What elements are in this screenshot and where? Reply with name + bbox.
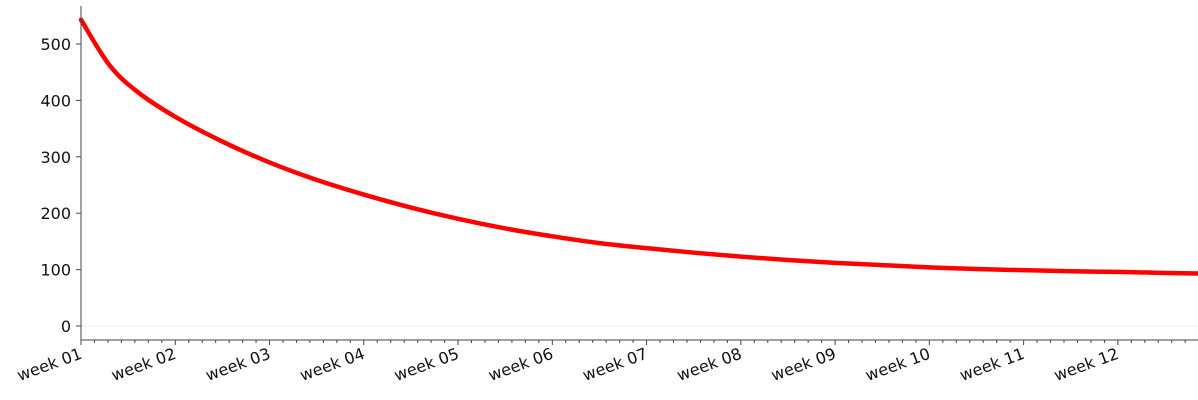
- x-tick-label: week 05: [392, 344, 462, 385]
- series-line: [78, 17, 1198, 276]
- x-tick-label: week 02: [109, 344, 179, 385]
- x-tick-label: week 11: [957, 344, 1027, 385]
- x-tick-label: week 01: [14, 344, 84, 385]
- x-tick-label: week 09: [769, 344, 839, 385]
- x-ticks-layer: week 01 week 02 week 03 week 04 week 05 week …: [14, 340, 1186, 385]
- x-tick-label: week 06: [486, 344, 556, 385]
- y-tick-label: 300: [40, 148, 71, 167]
- y-tick-label: 0: [61, 317, 71, 336]
- series-layer: [78, 17, 1198, 276]
- x-tick-label: week 08: [674, 344, 744, 385]
- y-tick-label: 400: [40, 91, 71, 110]
- y-tick-label: 100: [40, 261, 71, 280]
- x-tick-label: week 10: [863, 344, 933, 385]
- x-tick-label: week 03: [203, 344, 273, 385]
- y-tick-label: 200: [40, 204, 71, 223]
- y-tick-label: 500: [40, 35, 71, 54]
- x-tick-label: week 07: [580, 344, 650, 385]
- x-tick-label: week 04: [297, 344, 367, 385]
- y-ticks-layer: 0 100 200 300 400 500: [40, 35, 81, 336]
- x-tick-label: week 12: [1051, 344, 1121, 385]
- axes-layer: [80, 6, 1198, 341]
